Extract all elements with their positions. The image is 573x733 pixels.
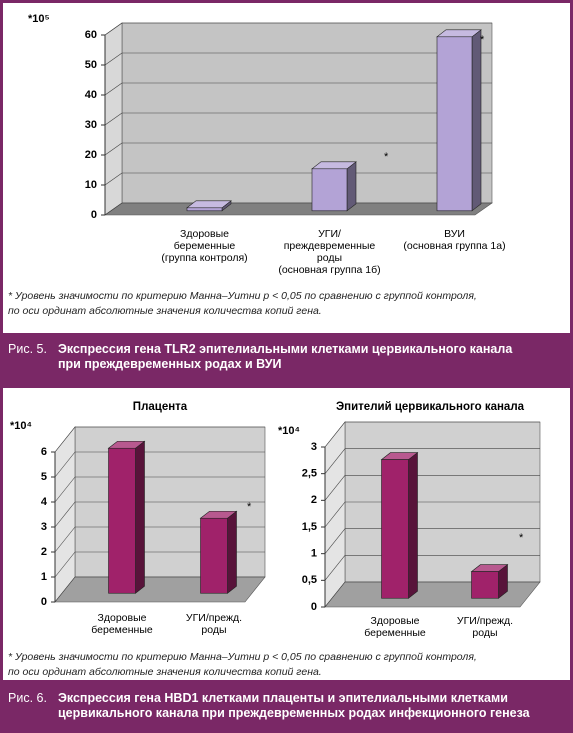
bar-side xyxy=(227,510,237,594)
y-tick-label: 30 xyxy=(85,119,97,131)
bar xyxy=(108,447,136,594)
y-axis-unit: *10⁵ xyxy=(28,13,50,25)
annotation: * xyxy=(519,532,524,544)
grid-line xyxy=(324,581,346,608)
grid-line xyxy=(54,451,76,478)
y-tick-label: 0,5 xyxy=(302,574,317,586)
bar-side xyxy=(135,440,145,594)
bar xyxy=(200,517,228,594)
y-axis-unit: *10⁴ xyxy=(278,425,300,437)
floor xyxy=(104,202,493,216)
bar-side xyxy=(408,451,418,599)
x-tick-label: УГИ/ преждевременные роды (основная груп… xyxy=(278,228,381,276)
y-tick-label: 1 xyxy=(311,548,317,560)
chart-title: Эпителий цервикального канала xyxy=(335,401,525,413)
y-tick-label: 60 xyxy=(85,29,97,41)
grid-line xyxy=(54,426,76,453)
grid-line xyxy=(54,476,76,503)
y-tick-label: 0 xyxy=(311,601,317,613)
y-tick-label: 0 xyxy=(91,209,97,221)
bar xyxy=(436,36,473,212)
y-tick-label: 5 xyxy=(41,471,47,483)
y-tick-label: 3 xyxy=(41,521,47,533)
y-tick-label: 6 xyxy=(41,446,47,458)
y-tick-label: 40 xyxy=(85,89,97,101)
grid-line xyxy=(104,202,123,216)
y-tick-label: 0 xyxy=(41,596,47,608)
y-tick-label: 1,5 xyxy=(302,521,317,533)
grid-line xyxy=(104,172,123,186)
x-tick-label: Здоровые беременные xyxy=(91,612,153,636)
x-tick-label: Здоровые беременные xyxy=(364,615,426,639)
figure-label: Рис. 6. xyxy=(8,691,47,705)
bar xyxy=(381,459,409,599)
grid-line xyxy=(104,112,123,126)
grid-line xyxy=(104,22,123,36)
grid-line xyxy=(104,52,123,66)
bar xyxy=(186,207,223,212)
bar-side xyxy=(346,161,357,212)
y-tick-label: 2,5 xyxy=(302,468,317,480)
grid-line xyxy=(324,501,346,528)
bar xyxy=(311,168,348,212)
y-tick-label: 1 xyxy=(41,571,47,583)
x-tick-label: УГИ/прежд. роды xyxy=(185,612,243,636)
x-tick-label: Здоровые беременные (группа контроля) xyxy=(161,228,248,264)
grid-line xyxy=(324,555,346,581)
x-tick-label: ВУИ (основная группа 1а) xyxy=(403,228,506,252)
figure-caption: Экспрессия гена HBD1 клетками плаценты и… xyxy=(58,691,530,720)
grid-line xyxy=(324,528,346,554)
y-tick-label: 3 xyxy=(311,441,317,453)
annotation: * xyxy=(480,34,485,46)
y-tick-label: 20 xyxy=(85,149,97,161)
bar xyxy=(471,571,499,599)
y-tick-label: 10 xyxy=(85,179,97,191)
footnote: * Уровень значимости по критерию Манна–У… xyxy=(8,651,477,678)
chart-title: Плацента xyxy=(132,401,188,413)
footnote: * Уровень значимости по критерию Манна–У… xyxy=(8,290,477,317)
grid-line xyxy=(54,551,76,578)
grid-line xyxy=(324,448,346,474)
y-axis-unit: *10⁴ xyxy=(10,420,32,432)
y-tick-label: 4 xyxy=(41,496,48,508)
annotation: * xyxy=(247,501,252,513)
bar-side xyxy=(471,29,482,212)
x-tick-label: УГИ/прежд. роды xyxy=(456,615,514,639)
y-tick-label: 2 xyxy=(41,546,47,558)
grid-line xyxy=(104,142,123,156)
y-tick-label: 2 xyxy=(311,494,317,506)
grid-line xyxy=(324,475,346,501)
grid-line xyxy=(54,576,76,603)
annotation: * xyxy=(384,151,389,163)
grid-line xyxy=(54,501,76,528)
figure-caption: Экспрессия гена TLR2 эпителиальными клет… xyxy=(58,342,513,371)
grid-line xyxy=(54,526,76,553)
figure-label: Рис. 5. xyxy=(8,342,47,356)
grid-line xyxy=(324,421,346,448)
y-tick-label: 50 xyxy=(85,59,97,71)
grid-line xyxy=(104,82,123,96)
